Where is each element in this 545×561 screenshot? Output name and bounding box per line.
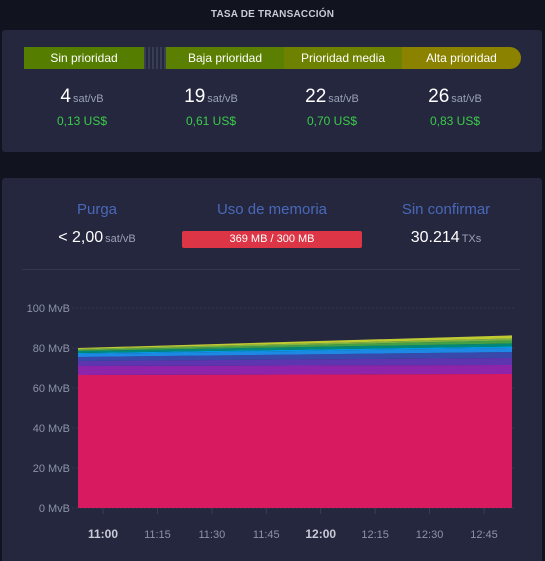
purge-unit: sat/vB (105, 233, 136, 245)
x-tick-label: 12:00 (305, 527, 336, 541)
medium-priority-segment: Prioridad media (284, 47, 402, 69)
x-tick-label: 11:00 (88, 527, 118, 541)
unconfirmed-unit: TXs (461, 233, 482, 245)
y-tick-label: 0 MvB (39, 503, 70, 515)
fee-card: Sin prioridad Baja prioridad Prioridad m… (2, 30, 542, 152)
fee-usd: 0,70 US$ (306, 114, 358, 128)
memory-usage-bar: 369 MB / 300 MB (182, 231, 362, 248)
fee-rate: 22 (305, 86, 327, 107)
x-tick-label: 11:30 (198, 529, 225, 541)
area-series-5 (78, 348, 512, 357)
unconfirmed-stat: Sin confirmar 30.214 TXs (386, 201, 506, 247)
fee-priority-bar: Sin prioridad Baja prioridad Prioridad m… (24, 47, 521, 69)
unconfirmed-label: Sin confirmar (401, 201, 491, 218)
memory-usage-label: Uso de memoria (216, 201, 328, 218)
fee-column-low-priority: 19 sat/vB 0,61 US$ (156, 86, 266, 128)
fee-section-title: TASA DE TRANSACCIÓN (210, 9, 335, 20)
x-tick-label: 11:45 (253, 529, 280, 541)
fee-rate: 4 (60, 86, 71, 107)
no-priority-segment: Sin prioridad (24, 47, 144, 69)
fee-rate: 19 (184, 86, 206, 107)
area-series-10 (78, 335, 512, 349)
x-tick-label: 12:30 (416, 529, 444, 541)
area-series-2 (78, 365, 512, 375)
fee-usd: 0,61 US$ (185, 114, 237, 128)
unconfirmed-value: 30.214 (410, 229, 460, 246)
fee-column-high-priority: 26 sat/vB 0,83 US$ (400, 86, 510, 128)
fee-unit: sat/vB (328, 93, 359, 105)
fee-unit: sat/vB (73, 93, 104, 105)
area-series-1 (78, 374, 512, 508)
y-tick-label: 100 MvB (27, 303, 70, 315)
purge-label: Purga (76, 201, 118, 218)
area-series-3 (78, 358, 512, 366)
high-priority-segment: Alta prioridad (402, 47, 521, 69)
x-tick-label: 12:15 (361, 529, 389, 541)
fee-rate: 26 (428, 86, 450, 107)
divider (22, 269, 520, 270)
y-tick-label: 60 MvB (33, 383, 70, 395)
area-series-8 (78, 340, 512, 351)
y-tick-label: 80 MvB (33, 343, 70, 355)
area-series-4 (78, 352, 512, 361)
priority-gap (144, 47, 166, 69)
fee-usd: 0,13 US$ (56, 114, 108, 128)
y-tick-label: 40 MvB (33, 423, 70, 435)
area-series-6 (78, 346, 512, 354)
fee-unit: sat/vB (451, 93, 482, 105)
x-tick-label: 12:45 (470, 529, 498, 541)
purge-value: < 2,00 (58, 229, 104, 246)
low-priority-segment: Baja prioridad (166, 47, 284, 69)
fee-column-no-priority: 4 sat/vB 0,13 US$ (27, 86, 137, 128)
area-series-9 (78, 338, 512, 350)
fee-column-medium-priority: 22 sat/vB 0,70 US$ (277, 86, 387, 128)
x-tick-label: 11:15 (144, 529, 171, 541)
area-series-7 (78, 343, 512, 353)
fee-usd: 0,83 US$ (429, 114, 481, 128)
fee-unit: sat/vB (207, 93, 238, 105)
memory-usage-stat: Uso de memoria 369 MB / 300 MB (182, 201, 362, 248)
purge-stat: Purga < 2,00 sat/vB (42, 201, 152, 247)
y-tick-label: 20 MvB (33, 463, 70, 475)
